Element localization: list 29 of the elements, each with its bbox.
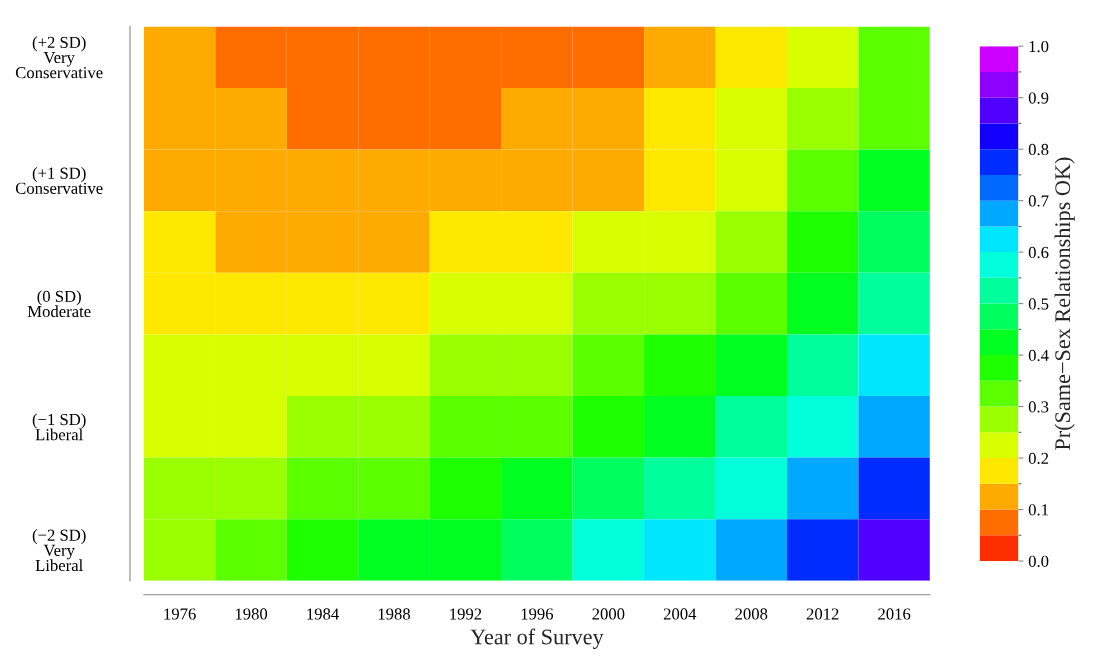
x-axis-title: Year of Survey [470,628,604,649]
x-tick-label: 2008 [735,608,768,620]
y-tick-label: (−1 SD) Liberal [32,413,86,441]
x-tick-label: 2004 [663,608,697,620]
x-tick-label: 2000 [592,608,625,620]
y-tick-label: (−2 SD) Very Liberal [32,529,86,572]
x-tick-label: 1996 [521,608,554,620]
x-tick-label: 1976 [164,608,196,620]
color-bar-label: 0.2 [1028,452,1049,465]
color-bar-label: 1.0 [1029,40,1049,53]
color-bar-title: Pr(Same−Sex Relationships OK) [1054,157,1075,450]
color-bar-label: 0.5 [1028,298,1049,310]
x-tick-label: 1980 [235,608,268,620]
y-tick-label: (+2 SD) Very Conservative [15,36,103,79]
color-bar-label: 0.7 [1028,195,1049,207]
x-tick-label: 1992 [450,608,482,620]
color-bar-label: 0.9 [1028,92,1049,104]
color-bar-label: 0.0 [1028,555,1049,568]
color-bar-label: 0.6 [1028,246,1049,259]
y-tick-label: (+1 SD) Conservative [15,167,103,194]
color-bar-label: 0.1 [1028,504,1048,516]
color-bar-label: 0.4 [1028,349,1049,362]
x-tick-label: 2012 [806,608,839,620]
color-bar-label: 0.3 [1028,401,1049,413]
color-bar-label: 0.8 [1028,143,1049,156]
x-tick-label: 1988 [378,608,411,620]
x-tick-label: 2016 [878,608,911,620]
x-tick-label: 1984 [307,608,339,620]
y-tick-label: (0 SD) Moderate [27,290,91,318]
